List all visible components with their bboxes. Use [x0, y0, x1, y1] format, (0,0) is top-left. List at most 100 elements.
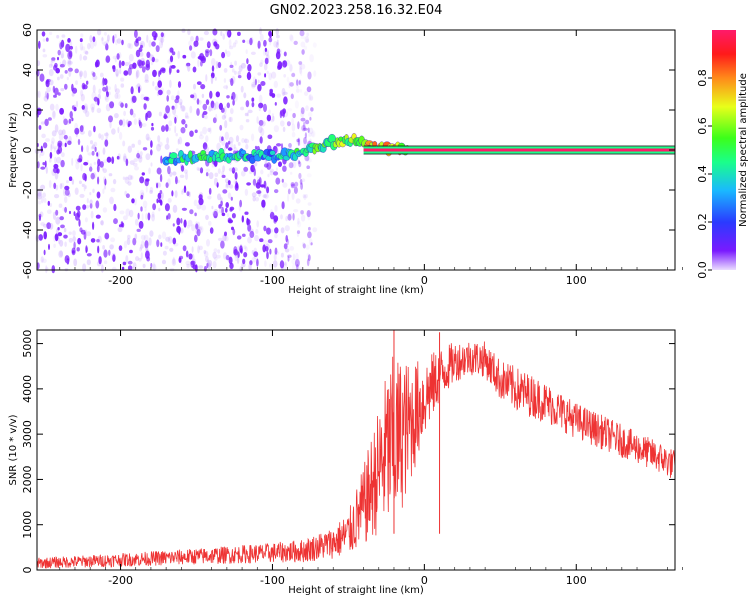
- noise-blob: [135, 84, 138, 90]
- noise-blob: [85, 51, 89, 55]
- noise-blob: [237, 71, 241, 76]
- noise-blob: [58, 133, 64, 141]
- noise-blob: [79, 70, 83, 77]
- noise-blob: [45, 37, 49, 42]
- noise-blob: [55, 67, 60, 74]
- noise-blob: [74, 122, 78, 131]
- snr-y-tick-label: 1000: [21, 511, 34, 539]
- noise-blob: [267, 173, 270, 178]
- noise-blob: [79, 125, 84, 133]
- noise-blob: [45, 90, 47, 99]
- noise-blob: [308, 226, 311, 231]
- noise-blob: [107, 86, 111, 91]
- noise-blob: [51, 130, 57, 137]
- noise-blob: [145, 185, 148, 193]
- noise-blob: [305, 119, 310, 125]
- noise-blob: [245, 143, 249, 150]
- noise-blob: [38, 200, 42, 205]
- noise-blob: [246, 219, 251, 225]
- noise-blob: [76, 247, 80, 252]
- noise-blob: [258, 119, 264, 126]
- noise-blob: [156, 182, 159, 189]
- noise-blob: [310, 242, 313, 246]
- noise-blob: [257, 40, 261, 49]
- noise-blob: [296, 221, 302, 228]
- noise-blob: [256, 220, 260, 228]
- noise-blob: [172, 256, 175, 265]
- noise-blob: [140, 252, 143, 260]
- noise-blob: [37, 90, 41, 99]
- noise-blob: [147, 212, 151, 221]
- noise-blob: [248, 263, 252, 271]
- noise-blob: [64, 189, 70, 196]
- noise-blob: [188, 40, 192, 46]
- noise-blob: [75, 100, 79, 108]
- noise-blob: [170, 95, 175, 101]
- noise-blob: [241, 215, 244, 223]
- noise-blob: [289, 35, 294, 43]
- noise-blob: [96, 107, 102, 114]
- noise-blob: [244, 188, 249, 196]
- noise-blob: [283, 96, 288, 105]
- noise-blob: [164, 111, 167, 116]
- noise-blob: [234, 39, 238, 45]
- noise-blob: [80, 89, 84, 97]
- noise-blob: [101, 264, 104, 273]
- noise-blob: [194, 234, 198, 243]
- noise-blob: [104, 178, 107, 186]
- noise-blob: [208, 187, 212, 195]
- noise-blob: [187, 63, 191, 72]
- noise-blob: [101, 37, 104, 41]
- noise-blob: [83, 183, 86, 192]
- noise-blob: [97, 29, 102, 36]
- noise-blob: [43, 249, 46, 256]
- noise-blob: [264, 158, 268, 167]
- noise-blob: [108, 115, 113, 123]
- noise-blob: [206, 262, 209, 269]
- noise-blob: [172, 204, 178, 213]
- noise-blob: [108, 91, 111, 96]
- noise-blob: [122, 215, 128, 221]
- noise-blob: [93, 96, 99, 102]
- noise-blob: [283, 74, 287, 78]
- noise-blob: [75, 161, 80, 170]
- noise-blob: [135, 69, 140, 78]
- noise-blob: [38, 40, 41, 50]
- noise-blob: [223, 78, 227, 83]
- noise-blob: [64, 206, 67, 213]
- noise-blob: [110, 237, 116, 243]
- noise-blob: [80, 33, 84, 38]
- noise-blob: [79, 227, 83, 233]
- noise-blob: [255, 229, 259, 234]
- snr-x-tick-label: 100: [566, 574, 587, 587]
- noise-blob: [165, 182, 169, 189]
- noise-blob: [146, 110, 152, 118]
- noise-blob: [93, 161, 97, 165]
- noise-blob: [150, 140, 153, 148]
- noise-blob: [54, 156, 57, 164]
- noise-blob: [193, 199, 198, 206]
- noise-blob: [46, 222, 52, 230]
- noise-blob: [301, 49, 305, 55]
- noise-blob: [115, 88, 120, 94]
- noise-blob: [61, 34, 66, 38]
- noise-blob: [212, 211, 217, 217]
- noise-blob: [139, 151, 143, 157]
- noise-blob: [148, 40, 152, 48]
- noise-blob: [158, 40, 163, 49]
- noise-blob: [103, 260, 108, 265]
- noise-blob: [55, 103, 59, 111]
- noise-blob: [302, 127, 308, 131]
- noise-blob: [205, 214, 209, 220]
- noise-blob: [145, 153, 151, 161]
- noise-blob: [210, 75, 214, 85]
- noise-blob: [198, 225, 204, 233]
- colorbar: 0.0 0.2 0.4 0.6 0.8 Normalized spectral ampl…: [696, 30, 749, 279]
- noise-blob: [134, 166, 139, 171]
- noise-blob: [190, 94, 195, 99]
- noise-blob: [254, 161, 258, 167]
- noise-blob: [156, 198, 159, 204]
- noise-blob: [295, 252, 299, 262]
- noise-blob: [204, 250, 209, 258]
